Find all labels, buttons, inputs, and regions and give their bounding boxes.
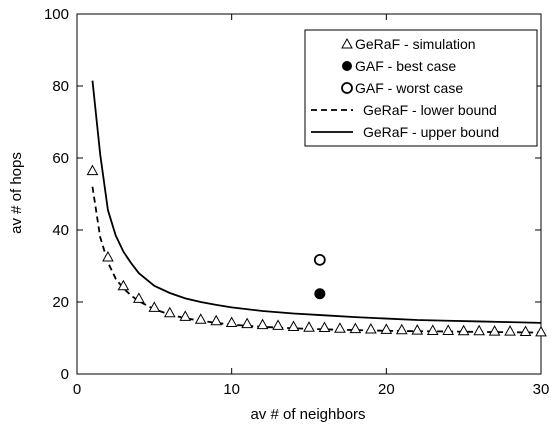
simulation-point xyxy=(133,292,145,303)
simulation-point xyxy=(318,321,331,333)
simulation-point xyxy=(210,314,223,326)
legend-label: GeRaF - simulation xyxy=(355,36,476,52)
simulation-point xyxy=(504,325,516,336)
simulation-point xyxy=(179,310,192,321)
x-axis-ticks: 0 10 20 30 xyxy=(73,14,550,398)
legend-label: GeRaF - upper bound xyxy=(363,124,499,140)
simulation-point xyxy=(86,164,99,176)
x-tick-label-0: 0 xyxy=(73,381,81,398)
y-tick-label-40: 40 xyxy=(52,222,69,239)
simulation-point xyxy=(442,324,455,335)
simulation-point xyxy=(287,320,300,331)
simulation-point xyxy=(519,325,532,337)
upper-bound-line xyxy=(91,80,542,324)
simulation-point xyxy=(334,322,346,333)
legend-label: GAF - worst case xyxy=(355,80,463,96)
y-tick-label-0: 0 xyxy=(61,366,69,383)
y-tick-label-80: 80 xyxy=(52,78,69,95)
simulation-point xyxy=(117,279,130,291)
simulation-point xyxy=(380,323,393,334)
y-tick-label-20: 20 xyxy=(52,294,69,311)
plot-area xyxy=(76,13,547,375)
simulation-point xyxy=(426,324,439,335)
y-axis-label: av # of hops xyxy=(8,152,25,234)
x-axis-label: av # of neighbors xyxy=(250,406,365,423)
y-axis-ticks: 0 20 40 60 80 100 xyxy=(44,6,541,383)
simulation-point xyxy=(365,322,377,334)
y-tick-label-100: 100 xyxy=(44,6,69,23)
simulation-point xyxy=(241,317,253,329)
legend-swatch-worst xyxy=(341,82,353,94)
plot-frame xyxy=(76,13,542,375)
simulation-point xyxy=(163,306,176,318)
simulation-point xyxy=(225,316,238,328)
simulation-point xyxy=(303,321,315,332)
simulation-point xyxy=(535,325,547,337)
simulation-point xyxy=(457,324,470,336)
gaf-worst-point xyxy=(313,253,326,266)
simulation-point xyxy=(148,301,161,312)
simulation-point xyxy=(194,313,207,324)
x-tick-label-20: 20 xyxy=(378,381,395,398)
y-tick-label-60: 60 xyxy=(52,150,69,167)
simulation-point xyxy=(349,322,362,334)
legend-swatch-simulation xyxy=(341,37,353,49)
legend-label: GeRaF - lower bound xyxy=(363,102,497,118)
simulation-point xyxy=(488,325,501,336)
legend-label: GAF - best case xyxy=(355,58,456,74)
x-tick-label-10: 10 xyxy=(223,381,240,398)
simulation-point xyxy=(102,250,114,262)
legend-swatch-best xyxy=(342,61,352,71)
gaf-best-point xyxy=(314,288,326,300)
simulation-point xyxy=(395,323,408,335)
simulation-point xyxy=(411,324,424,335)
simulation-point xyxy=(272,319,284,330)
legend: GeRaF - simulation GAF - best case GAF - w… xyxy=(304,29,538,147)
simulation-point xyxy=(473,324,485,336)
simulation-point xyxy=(256,318,269,330)
x-tick-label-30: 30 xyxy=(533,381,550,398)
